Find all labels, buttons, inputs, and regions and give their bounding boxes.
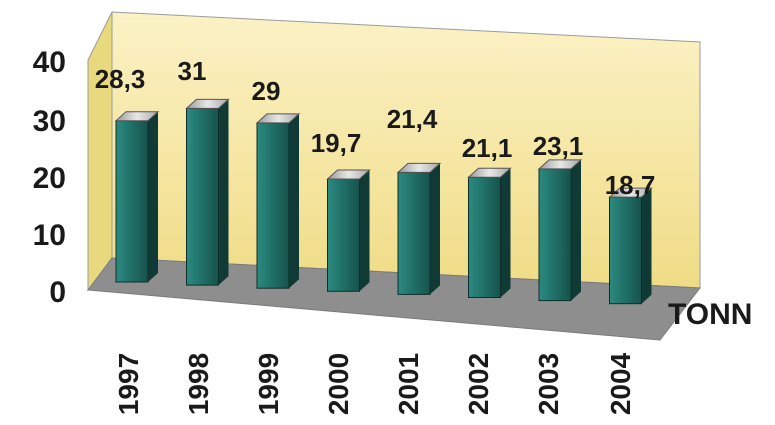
bar-1997 xyxy=(114,111,160,283)
x-tick-label: 2001 xyxy=(393,353,424,415)
bar-1998 xyxy=(185,98,230,286)
y-tick-label: 10 xyxy=(33,219,66,252)
x-tick-label: 2002 xyxy=(463,353,494,415)
data-label-1998: 31 xyxy=(178,56,207,86)
data-labels: 28,3 31 29 19,7 21,4 21,1 23,1 18,7 xyxy=(95,56,656,200)
x-tick-label: 2000 xyxy=(323,353,354,415)
data-label-2004: 18,7 xyxy=(605,170,656,200)
x-tick-label: 2004 xyxy=(605,352,636,415)
data-label-2002: 21,1 xyxy=(462,133,513,163)
y-tick-label: 20 xyxy=(33,162,66,195)
data-label-1999: 29 xyxy=(252,76,281,106)
y-tick-label: 0 xyxy=(49,276,66,309)
side-wall xyxy=(87,11,113,292)
data-label-2000: 19,7 xyxy=(311,128,362,158)
bar-2002 xyxy=(467,167,512,298)
bar-series xyxy=(114,98,653,305)
x-tick-label: 1997 xyxy=(113,353,144,415)
x-tick-label: 2003 xyxy=(533,353,564,415)
y-tick-label: 40 xyxy=(33,46,66,79)
y-axis: 0 10 20 30 40 xyxy=(33,46,66,309)
bar-2000 xyxy=(326,169,371,292)
data-label-1997: 28,3 xyxy=(95,64,146,94)
x-tick-label: 1998 xyxy=(183,353,214,415)
unit-label: TONN xyxy=(668,298,752,331)
data-label-2003: 23,1 xyxy=(533,131,584,161)
y-tick-label: 30 xyxy=(33,105,66,138)
bar-2003 xyxy=(537,159,583,302)
data-label-2001: 21,4 xyxy=(387,104,438,134)
x-tick-label: 1999 xyxy=(253,353,284,415)
x-axis: 1997 1998 1999 2000 2001 2002 2003 2004 xyxy=(113,352,636,415)
floor xyxy=(87,257,701,341)
bar-2004 xyxy=(608,187,653,305)
bar-2001 xyxy=(396,162,442,295)
bar-1999 xyxy=(255,113,301,289)
